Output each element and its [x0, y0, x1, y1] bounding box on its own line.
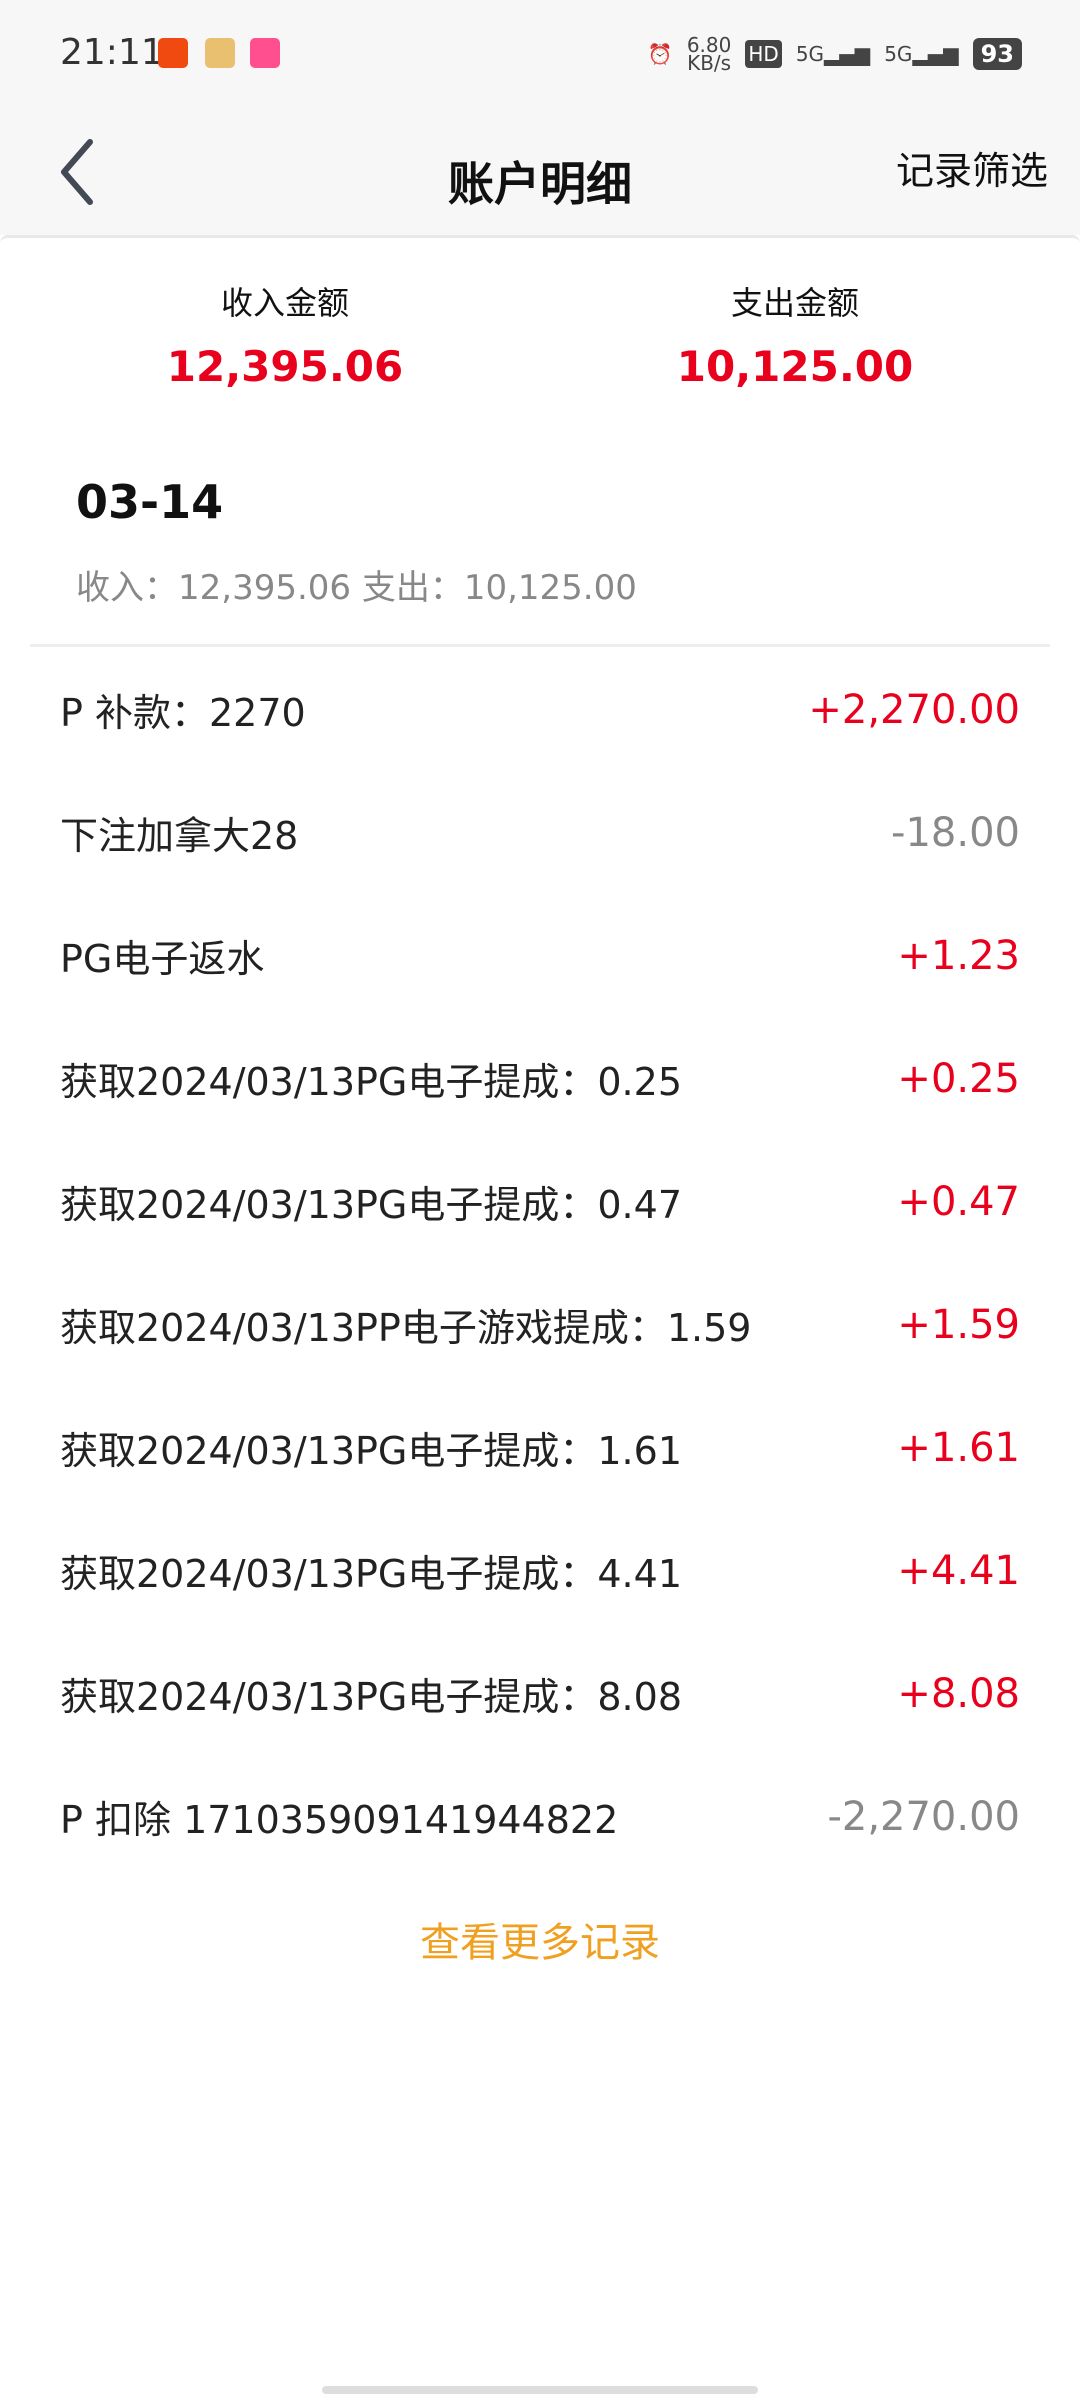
- page-title: 账户明细: [448, 157, 632, 211]
- home-indicator[interactable]: [322, 2386, 758, 2394]
- view-more-button[interactable]: 查看更多记录: [420, 1920, 660, 1966]
- group-subtotal: 收入：12,395.06 支出：10,125.00: [76, 568, 637, 608]
- expense-value: 10,125.00: [676, 342, 914, 391]
- list-item[interactable]: 下注加拿大28 -18.00: [0, 771, 1080, 894]
- record-amount: +1.61: [897, 1424, 1020, 1471]
- record-amount: -18.00: [891, 809, 1020, 856]
- income-summary: 收入金额 12,395.06: [15, 278, 555, 391]
- record-amount: +1.23: [897, 932, 1020, 979]
- list-item[interactable]: 获取2024/03/13PP电子游戏提成：1.59 +1.59: [0, 1263, 1080, 1386]
- signal-icon: 5G▂▄▆: [884, 42, 959, 66]
- record-description: P 补款：2270: [60, 691, 306, 735]
- record-description: 获取2024/03/13PG电子提成：0.25: [60, 1060, 682, 1104]
- record-list: P 补款：2270 +2,270.00 下注加拿大28 -18.00 PG电子返水 +1.…: [0, 648, 1080, 1878]
- list-item[interactable]: PG电子返水 +1.23: [0, 894, 1080, 1017]
- status-bar: 21:11 ⏰ 6.80 KB/s HD 5G▂▄▆ 5G▂▄▆ 93: [0, 0, 1080, 110]
- divider: [30, 644, 1050, 647]
- record-description: 获取2024/03/13PG电子提成：0.47: [60, 1183, 682, 1227]
- signal-icon: 5G▂▄▆: [795, 42, 871, 66]
- list-item[interactable]: 获取2024/03/13PG电子提成：0.47 +0.47: [0, 1140, 1080, 1263]
- record-description: PG电子返水: [60, 937, 265, 981]
- back-icon[interactable]: [52, 132, 112, 212]
- record-amount: +2,270.00: [808, 686, 1020, 733]
- income-value: 12,395.06: [166, 342, 404, 391]
- income-label: 收入金额: [220, 284, 349, 322]
- alarm-icon: ⏰: [647, 42, 673, 66]
- app-notification-icon: [250, 38, 280, 68]
- record-amount: +4.41: [897, 1547, 1020, 1594]
- record-description: 获取2024/03/13PG电子提成：4.41: [60, 1552, 682, 1596]
- filter-records-button[interactable]: 记录筛选: [895, 149, 1048, 193]
- list-item[interactable]: P 补款：2270 +2,270.00: [0, 648, 1080, 771]
- record-amount: +1.59: [897, 1301, 1020, 1348]
- summary-card: 收入金额 12,395.06 支出金额 10,125.00: [0, 235, 1080, 415]
- record-amount: +0.25: [897, 1055, 1020, 1102]
- list-item[interactable]: 获取2024/03/13PG电子提成：1.61 +1.61: [0, 1386, 1080, 1509]
- clock: 21:11: [60, 32, 164, 73]
- record-description: 获取2024/03/13PG电子提成：8.08: [60, 1675, 682, 1719]
- group-date: 03-14: [76, 475, 224, 529]
- battery-icon: 93: [972, 38, 1022, 70]
- expense-label: 支出金额: [730, 284, 859, 322]
- net-speed: 6.80 KB/s: [686, 33, 732, 75]
- list-item[interactable]: 获取2024/03/13PG电子提成：0.25 +0.25: [0, 1017, 1080, 1140]
- nav-bar: 账户明细 记录筛选: [0, 110, 1080, 235]
- record-description: 下注加拿大28: [60, 814, 299, 858]
- record-description: P 扣除 171035909141944822: [60, 1798, 619, 1842]
- list-item[interactable]: 获取2024/03/13PG电子提成：8.08 +8.08: [0, 1632, 1080, 1755]
- list-item[interactable]: P 扣除 171035909141944822 -2,270.00: [0, 1755, 1080, 1878]
- record-amount: -2,270.00: [827, 1793, 1020, 1840]
- list-item[interactable]: 获取2024/03/13PG电子提成：4.41 +4.41: [0, 1509, 1080, 1632]
- record-description: 获取2024/03/13PP电子游戏提成：1.59: [60, 1306, 752, 1350]
- record-amount: +8.08: [897, 1670, 1020, 1717]
- hd-icon: HD: [745, 40, 782, 68]
- app-notification-icon: [158, 38, 188, 68]
- record-description: 获取2024/03/13PG电子提成：1.61: [60, 1429, 682, 1473]
- app-notification-icon: [205, 38, 235, 68]
- expense-summary: 支出金额 10,125.00: [525, 278, 1065, 391]
- record-amount: +0.47: [897, 1178, 1020, 1225]
